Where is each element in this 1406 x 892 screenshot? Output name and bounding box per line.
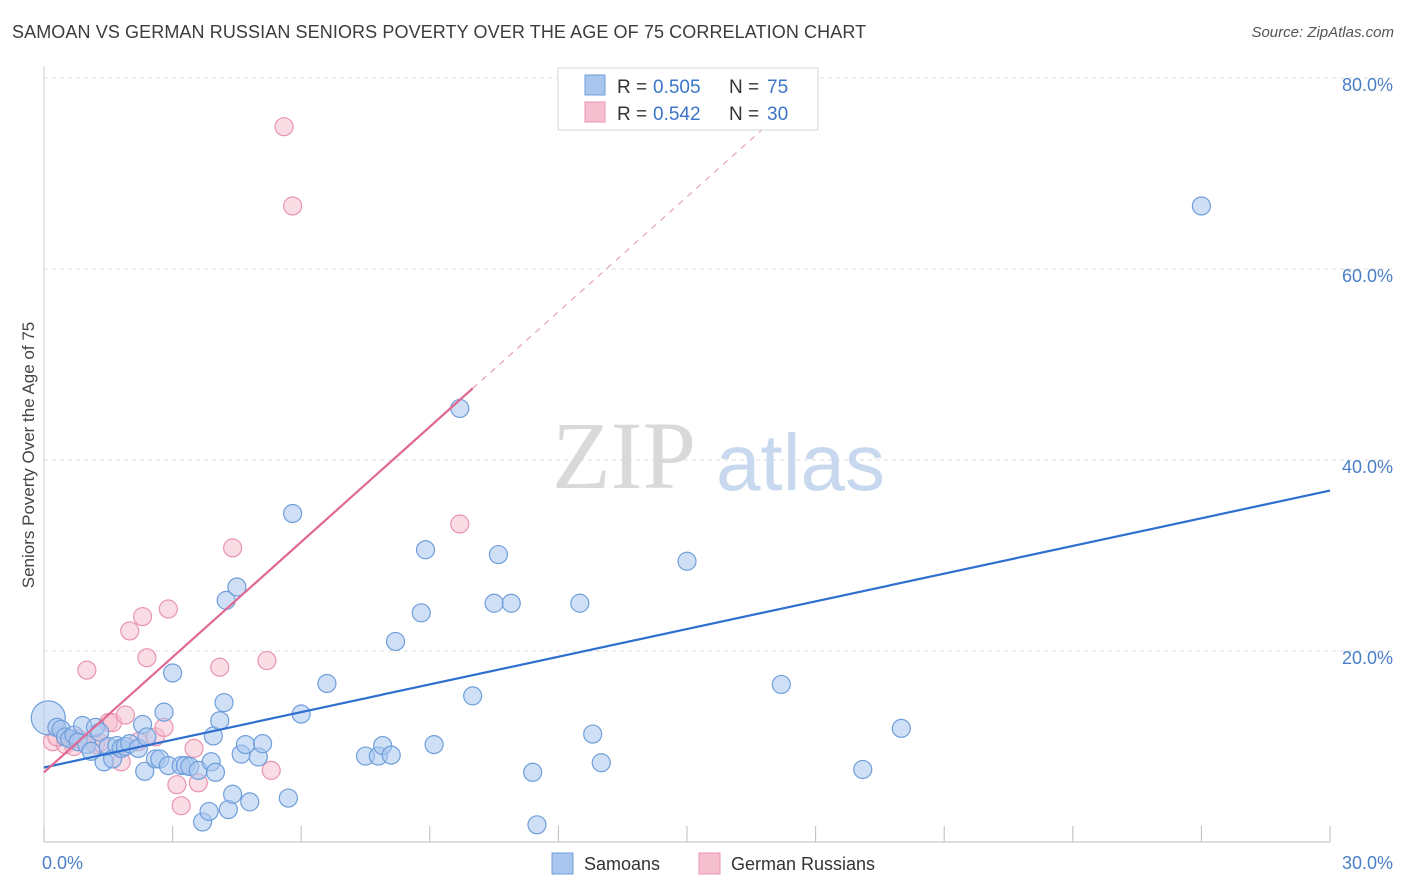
german-russians-trend-extension (472, 100, 795, 389)
bottom-legend-label-samoans: Samoans (584, 854, 660, 874)
german-russian-point (210, 657, 230, 677)
samoan-point (411, 603, 431, 623)
bottom-legend-swatch-samoans (551, 852, 574, 875)
samoan-point (463, 686, 483, 706)
samoans-trend-line (43, 489, 1331, 769)
legend-n-value: 75 (767, 77, 788, 98)
german-russian-point (283, 196, 303, 216)
german-russian-point (261, 760, 281, 780)
y-tick-label: 40.0% (1342, 457, 1393, 477)
samoan-point (677, 551, 697, 571)
y-axis-label: Seniors Poverty Over the Age of 75 (19, 322, 38, 588)
legend-r-label: R = (617, 104, 647, 125)
samoan-point (210, 711, 230, 731)
legend-swatch-german-russians (584, 101, 606, 123)
x-tick-label: 30.0% (1342, 853, 1393, 873)
watermark: ZIP atlas (552, 402, 885, 509)
samoan-point (214, 692, 234, 713)
chart-source: Source: ZipAtlas.com (1251, 24, 1394, 41)
grid-lines (44, 77, 1392, 652)
samoan-point (223, 784, 243, 804)
chart-title: SAMOAN VS GERMAN RUSSIAN SENIORS POVERTY… (12, 22, 867, 42)
samoan-point (283, 503, 303, 524)
legend-r-value: 0.505 (653, 77, 701, 98)
samoan-point (484, 593, 504, 613)
samoan-point (240, 792, 260, 812)
samoan-point (385, 631, 406, 652)
samoan-point (135, 761, 155, 781)
samoan-point (1191, 196, 1212, 216)
top-legend: R = 0.505 N = 75 R = 0.542 N = 30 (557, 67, 819, 131)
trend-lines (43, 100, 1331, 774)
legend-n-value: 30 (767, 104, 788, 125)
bottom-legend-swatch-german-russians (698, 852, 721, 875)
bottom-legend-label-german-russians: German Russians (731, 854, 875, 874)
samoan-point (278, 788, 298, 808)
samoan-point (488, 544, 508, 565)
samoan-point (570, 593, 590, 613)
samoan-point (527, 815, 547, 835)
samoan-point (227, 577, 247, 597)
samoan-point (891, 718, 911, 738)
german-russians-trend-line (43, 387, 474, 774)
x-tick-label: 0.0% (42, 853, 83, 873)
samoan-point (450, 398, 470, 419)
samoan-point (501, 593, 521, 613)
samoan-point (253, 734, 273, 754)
german-russian-point (158, 599, 178, 619)
german-russian-point (120, 621, 140, 641)
samoan-point (154, 702, 174, 722)
watermark-atlas: atlas (716, 418, 885, 507)
german-russian-point (132, 607, 153, 627)
samoan-point (853, 759, 873, 780)
samoan-point (199, 801, 219, 822)
samoan-point (771, 674, 791, 695)
legend-n-label: N = (729, 104, 759, 125)
german-russian-point (450, 514, 470, 534)
samoan-point (381, 745, 401, 765)
german-russian-point (77, 660, 97, 680)
legend-r-value: 0.542 (653, 104, 701, 125)
german-russian-point (167, 775, 187, 795)
samoan-point (415, 540, 436, 560)
german-russian-point (223, 538, 243, 558)
german-russian-point (274, 117, 294, 137)
samoan-point (523, 762, 543, 782)
samoan-point (591, 753, 611, 773)
y-tick-label: 60.0% (1342, 266, 1393, 286)
samoan-point (163, 663, 183, 683)
legend-n-label: N = (729, 77, 759, 98)
tick-labels: 20.0% 40.0% 60.0% 80.0% 0.0% 30.0% (42, 75, 1393, 873)
german-russian-point (115, 705, 136, 725)
y-tick-label: 20.0% (1342, 648, 1393, 668)
samoan-point (317, 673, 337, 694)
samoan-point (424, 734, 444, 755)
bottom-legend: Samoans German Russians (551, 852, 875, 875)
data-points (30, 117, 1212, 835)
y-tick-label: 80.0% (1342, 75, 1393, 95)
samoan-point (205, 762, 226, 782)
german-russian-point (257, 650, 277, 671)
german-russian-point (137, 648, 157, 668)
german-russian-point (171, 796, 191, 816)
watermark-zip: ZIP (552, 402, 696, 509)
legend-r-label: R = (617, 77, 647, 98)
samoan-point (583, 724, 603, 744)
german-russian-point (184, 738, 204, 759)
legend-swatch-samoans (584, 74, 606, 96)
